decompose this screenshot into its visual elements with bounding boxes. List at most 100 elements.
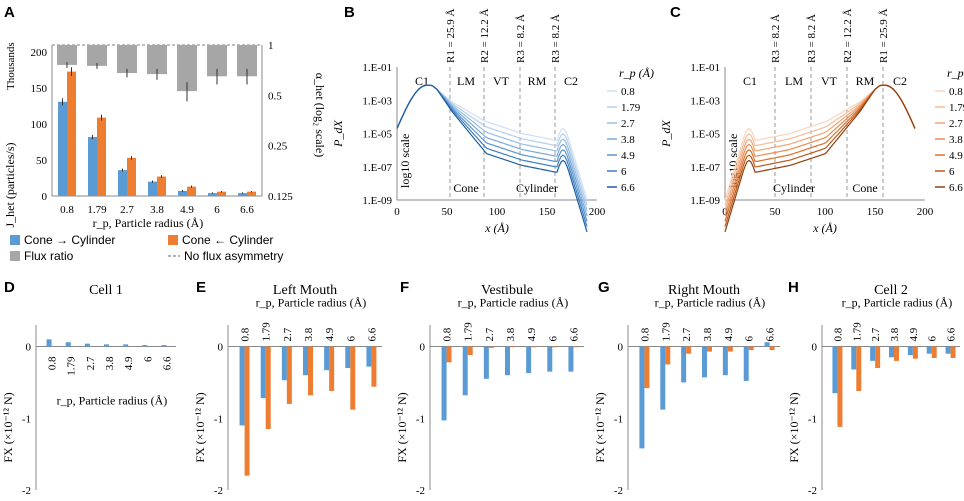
panel-a-right-tick: 1 — [268, 40, 274, 52]
force-bar-cyl-to-cone — [286, 346, 292, 404]
force-x-tick: 2.7 — [870, 327, 882, 341]
force-bar-cone-to-cyl — [832, 346, 838, 394]
force-bar-cyl-to-cone — [644, 346, 650, 389]
force-bar-cone-to-cyl — [324, 346, 330, 371]
profile-boundary-label: R3 = 8.2 Å — [806, 14, 818, 63]
force-y-tick: -1 — [416, 413, 425, 425]
profile-legend-label: 2.7 — [949, 118, 963, 130]
force-bar-cyl-to-cone — [727, 346, 733, 352]
profile-y-tick: 1.E-03 — [690, 95, 720, 107]
legend-label-cone-to-cyl: Cone → Cylinder — [24, 233, 115, 247]
force-bar-cyl-to-cone — [371, 346, 377, 387]
force-bar-cone-to-cyl — [547, 346, 553, 372]
profile-region-label: C1 — [743, 74, 757, 88]
force-panel-title: Cell 1 — [89, 283, 123, 298]
profile-region-label: VT — [821, 74, 838, 88]
profile-region-label: LM — [785, 74, 803, 88]
force-y-label: FX (×10⁻¹² N) — [395, 392, 409, 462]
panel-a-right-tick: 0.125 — [268, 191, 293, 203]
force-bar-cone-to-cyl — [239, 346, 245, 426]
panel-a-left-tick: 100 — [31, 119, 48, 131]
panel-a-bar-cone-to-cyl — [118, 170, 127, 196]
panel-letter-e: E — [196, 279, 206, 296]
force-y-tick: -1 — [22, 413, 31, 425]
panel-a-bar-cyl-to-cone — [67, 71, 76, 196]
force-x-tick: 0.8 — [639, 327, 651, 341]
profile-y-label: P_dX — [331, 120, 345, 148]
profile-log-note: log10 scale — [398, 134, 412, 188]
panel-letter-c: C — [670, 4, 681, 21]
panel-a-right-tick: 0.5 — [268, 90, 282, 102]
force-x-tick: 6 — [927, 336, 939, 342]
force-bar-cyl-to-cone — [931, 346, 937, 358]
panel-letter-g: G — [598, 279, 610, 296]
profile-x-tick: 200 — [917, 206, 934, 218]
panel-a-bar-cyl-to-cone — [97, 117, 106, 196]
force-x-label: r_p, Particle radius (Å) — [655, 296, 766, 310]
profile-boundary-label: R3 = 8.2 Å — [515, 14, 527, 63]
force-bar-cone-to-cyl — [345, 346, 351, 369]
profile-legend-label: 1.79 — [949, 102, 964, 114]
force-bar-cyl-to-cone — [875, 346, 881, 369]
force-x-tick: 2.7 — [484, 327, 496, 341]
force-x-label: r_p, Particle radius (Å) — [256, 296, 367, 310]
force-bar-cone-to-cyl — [907, 346, 913, 356]
profile-region-label: VT — [493, 74, 510, 88]
force-bar-cyl-to-cone — [856, 346, 862, 391]
force-bar-cone-to-cyl — [926, 346, 932, 354]
force-panel-title: Cell 2 — [874, 283, 908, 298]
panel-letter-h: H — [788, 279, 799, 296]
panel-a-flux-ratio-bar — [57, 45, 77, 65]
force-bar-cyl-to-cone — [665, 346, 671, 365]
profile-curve — [724, 84, 916, 233]
profile-section-label: Cylinder — [773, 181, 815, 195]
force-y-tick: -1 — [614, 413, 623, 425]
panel-a-right-tick: 0.25 — [268, 141, 288, 153]
legend-label-cyl-to-cone: Cone ← Cylinder — [182, 233, 273, 247]
force-bar-cone-to-cyl — [260, 346, 266, 399]
force-bar-cyl-to-cone — [686, 346, 692, 354]
panel-a-x-tick: 0.8 — [60, 204, 74, 216]
profile-x-tick: 50 — [770, 206, 782, 218]
profile-curve — [396, 84, 588, 233]
force-bar-cone-to-cyl — [462, 346, 468, 396]
force-bar-cone-to-cyl — [764, 342, 770, 347]
force-bar-cyl-to-cone — [707, 346, 712, 352]
panel-a-flux-ratio-bar — [147, 45, 167, 75]
profile-boundary-label: R1 = 25.9 Å — [878, 8, 890, 63]
force-x-tick: 4.9 — [723, 327, 735, 341]
force-bar-cone-to-cyl — [303, 346, 308, 376]
force-bar-cyl-to-cone — [531, 346, 537, 348]
force-bar-cone-to-cyl — [104, 344, 109, 347]
profile-y-tick: 1.E-05 — [690, 129, 720, 141]
force-y-label: FX (×10⁻¹² N) — [1, 392, 15, 462]
panel-a-bar-cone-to-cyl — [58, 101, 67, 196]
force-bar-cone-to-cyl — [46, 339, 52, 347]
profile-y-tick: 1.E-07 — [362, 162, 392, 174]
panel-a-flux-ratio-bar — [207, 45, 227, 77]
profile-section-label: Cylinder — [516, 181, 558, 195]
panel-letter-b: B — [344, 4, 355, 21]
force-y-tick: 0 — [26, 342, 32, 354]
force-bar-cyl-to-cone — [329, 346, 335, 391]
profile-legend-title: r_p (Å) — [619, 66, 654, 80]
force-y-tick: 0 — [420, 342, 426, 354]
profile-y-tick: 1.E-07 — [690, 162, 720, 174]
panel-a-flux-ratio-bar — [177, 45, 197, 92]
profile-boundary-label: R2 = 12.2 Å — [842, 8, 854, 63]
force-x-label: r_p, Particle radius (Å) — [458, 296, 569, 310]
force-panel-title: Vestibule — [481, 283, 533, 298]
force-x-tick: 6 — [142, 356, 154, 362]
force-bar-cyl-to-cone — [350, 346, 356, 410]
force-bar-cyl-to-cone — [488, 346, 494, 348]
profile-boundary-label: R2 = 12.2 Å — [479, 8, 491, 63]
panel-a-chart: Thousands J_het (particles/s) α_het (log… — [3, 40, 327, 230]
panel-a-bar-cone-to-cyl — [238, 193, 247, 196]
panel-a-bar-cone-to-cyl — [178, 190, 187, 196]
force-bar-cyl-to-cone — [748, 346, 754, 351]
profile-x-label: x (Å) — [812, 221, 837, 235]
profile-region-label: RM — [528, 74, 547, 88]
force-bar-cyl-to-cone — [446, 346, 452, 363]
force-x-tick: 2.7 — [681, 327, 693, 341]
panel-a-flux-ratio-bar — [117, 45, 137, 74]
